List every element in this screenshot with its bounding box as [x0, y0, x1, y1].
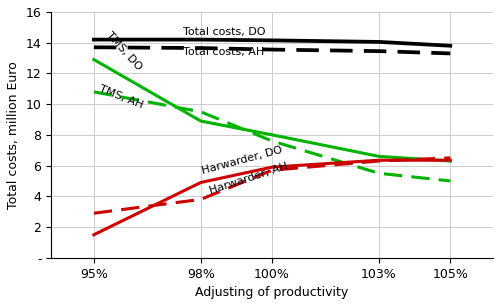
Text: Harwarder, DO: Harwarder, DO — [201, 144, 283, 176]
X-axis label: Adjusting of productivity: Adjusting of productivity — [196, 286, 348, 299]
Y-axis label: Total costs, million Euro: Total costs, million Euro — [7, 61, 20, 209]
Text: Total costs, DO: Total costs, DO — [183, 27, 266, 37]
Text: TMS, AH: TMS, AH — [98, 84, 144, 110]
Text: TMS, DO: TMS, DO — [104, 30, 144, 72]
Text: Total costs, AH: Total costs, AH — [183, 47, 264, 57]
Text: Harwarder, AH: Harwarder, AH — [208, 162, 289, 196]
